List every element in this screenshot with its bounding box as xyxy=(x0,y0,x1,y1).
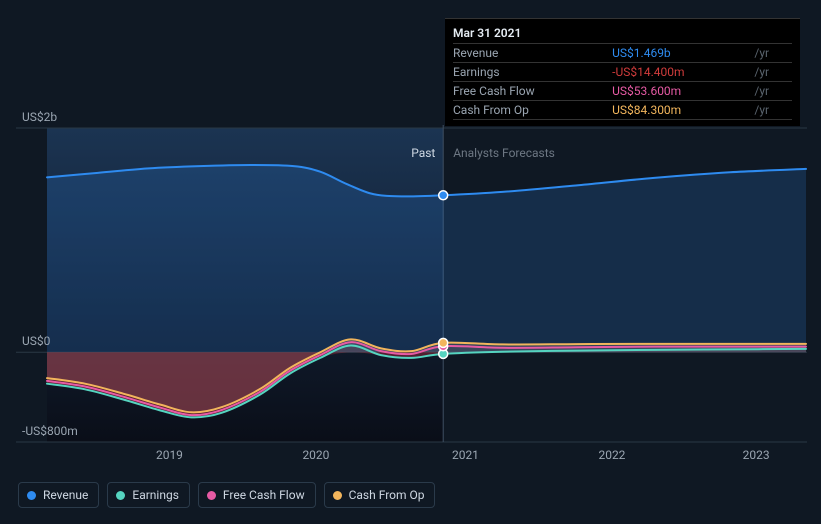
tooltip-row-label: Cash From Op xyxy=(453,101,612,120)
tooltip-row: Free Cash FlowUS$53.600m/yr xyxy=(453,82,792,101)
x-axis-tick-label: 2019 xyxy=(156,448,183,462)
y-axis-tick-label: -US$800m xyxy=(22,424,78,438)
y-axis-tick-label: US$0 xyxy=(22,334,50,348)
tooltip-date: Mar 31 2021 xyxy=(453,23,792,43)
legend-color-dot xyxy=(27,491,36,500)
chart-legend: Revenue Earnings Free Cash Flow Cash From O… xyxy=(18,482,435,508)
tooltip-row: RevenueUS$1.469b/yr xyxy=(453,44,792,63)
tooltip-row-value: -US$14.400m xyxy=(612,63,754,82)
legend-item-label: Earnings xyxy=(132,488,179,502)
x-axis-tick-label: 2020 xyxy=(302,448,329,462)
tooltip-row: Cash From OpUS$84.300m/yr xyxy=(453,101,792,120)
legend-item-label: Free Cash Flow xyxy=(223,488,305,502)
legend-color-dot xyxy=(207,491,216,500)
tooltip-row-value: US$1.469b xyxy=(612,44,754,63)
legend-item-label: Cash From Op xyxy=(349,488,425,502)
x-axis-tick-label: 2022 xyxy=(598,448,625,462)
financial-chart: US$2b US$0 -US$800m 2019 2020 2021 2022 2023 P… xyxy=(0,0,821,524)
x-axis-tick-label: 2023 xyxy=(743,448,770,462)
y-axis-tick-label: US$2b xyxy=(22,110,57,124)
x-axis-tick-label: 2021 xyxy=(452,448,479,462)
tooltip-row-value: US$84.300m xyxy=(612,101,754,120)
tooltip-row-unit: /yr xyxy=(754,44,792,63)
tooltip-row-label: Revenue xyxy=(453,44,612,63)
tooltip-row-unit: /yr xyxy=(754,101,792,120)
past-section-label: Past xyxy=(411,146,435,160)
legend-item[interactable]: Earnings xyxy=(107,482,190,508)
tooltip-row-label: Earnings xyxy=(453,63,612,82)
legend-item-label: Revenue xyxy=(43,488,88,502)
tooltip-row-unit: /yr xyxy=(754,82,792,101)
legend-item[interactable]: Free Cash Flow xyxy=(198,482,316,508)
chart-tooltip: Mar 31 2021 RevenueUS$1.469b/yrEarnings-… xyxy=(445,18,800,126)
forecast-section-label: Analysts Forecasts xyxy=(453,146,555,160)
tooltip-row-value: US$53.600m xyxy=(612,82,754,101)
legend-color-dot xyxy=(116,491,125,500)
legend-item[interactable]: Cash From Op xyxy=(324,482,436,508)
tooltip-table: RevenueUS$1.469b/yrEarnings-US$14.400m/y… xyxy=(453,43,792,120)
legend-item[interactable]: Revenue xyxy=(18,482,99,508)
legend-color-dot xyxy=(333,491,342,500)
tooltip-row-unit: /yr xyxy=(754,63,792,82)
tooltip-row-label: Free Cash Flow xyxy=(453,82,612,101)
tooltip-row: Earnings-US$14.400m/yr xyxy=(453,63,792,82)
